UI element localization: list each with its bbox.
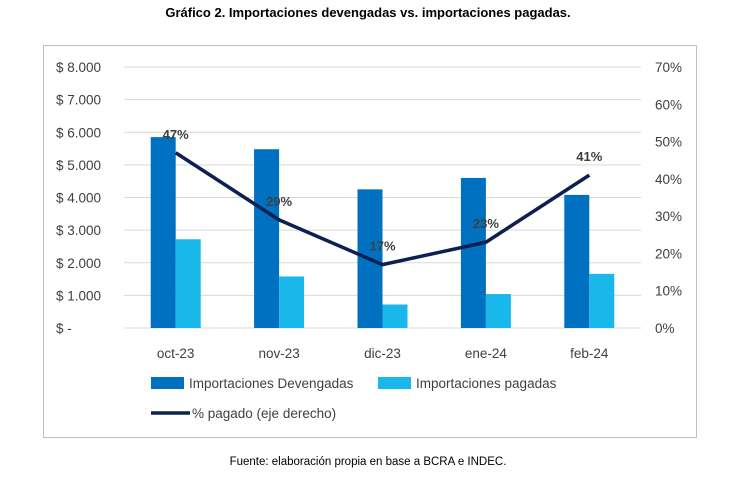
y-left-tick-label: $ - <box>56 321 72 336</box>
y-left-tick-label: $ 6.000 <box>56 125 101 140</box>
data-label-pct: 17% <box>369 239 395 254</box>
chart-frame <box>43 45 697 438</box>
x-tick-label: ene-24 <box>465 346 508 361</box>
data-label-pct: 29% <box>266 194 292 209</box>
y-left-tick-label: $ 3.000 <box>56 223 101 238</box>
bar-devengadas <box>564 194 590 328</box>
x-tick-label: oct-23 <box>157 346 195 361</box>
legend-label-pct: % pagado (eje derecho) <box>192 406 336 421</box>
bar-pagadas <box>175 239 201 328</box>
bar-pagadas <box>589 273 615 328</box>
data-label-pct: 41% <box>576 149 602 164</box>
y-right-tick-label: 20% <box>655 246 682 261</box>
bar-devengadas <box>254 149 280 328</box>
line-pct-pagado <box>174 151 591 267</box>
x-tick-label: nov-23 <box>258 346 299 361</box>
y-left-tick-label: $ 8.000 <box>56 60 101 75</box>
bar-devengadas <box>460 177 486 328</box>
y-right-tick-label: 40% <box>655 172 682 187</box>
y-right-tick-label: 0% <box>655 321 675 336</box>
legend-label-devengadas: Importaciones Devengadas <box>189 376 354 391</box>
y-left-tick-label: $ 7.000 <box>56 93 101 108</box>
data-label-pct: 47% <box>163 127 189 142</box>
x-tick-label: feb-24 <box>570 346 609 361</box>
chart-title: Gráfico 2. Importaciones devengadas vs. … <box>165 5 571 20</box>
bar-devengadas <box>150 137 176 328</box>
y-right-tick-label: 10% <box>655 284 682 299</box>
y-left-tick-label: $ 4.000 <box>56 191 101 206</box>
bar-pagadas <box>382 304 408 328</box>
x-tick-label: dic-23 <box>364 346 401 361</box>
data-label-pct: 23% <box>473 216 499 231</box>
y-left-tick-label: $ 1.000 <box>56 288 101 303</box>
y-right-tick-label: 30% <box>655 209 682 224</box>
y-right-tick-label: 60% <box>655 97 682 112</box>
y-right-tick-label: 70% <box>655 60 682 75</box>
bar-pagadas <box>485 294 511 328</box>
y-right-tick-label: 50% <box>655 135 682 150</box>
bar-pagadas <box>279 276 305 328</box>
source-note: Fuente: elaboración propia en base a BCR… <box>229 456 507 468</box>
legend-swatch-devengadas <box>151 377 184 389</box>
legend-swatch-pagadas <box>378 377 411 389</box>
y-left-tick-label: $ 5.000 <box>56 158 101 173</box>
legend-label-pagadas: Importaciones pagadas <box>416 376 557 391</box>
y-left-tick-label: $ 2.000 <box>56 256 101 271</box>
